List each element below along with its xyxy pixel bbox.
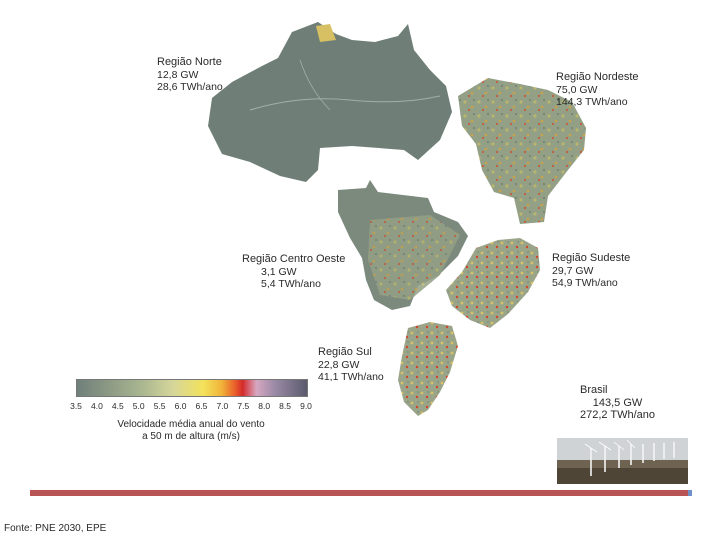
- legend-tick-label: 6.0: [174, 401, 187, 411]
- region-south-shape: [398, 322, 458, 416]
- footer-divider-cap: [688, 490, 692, 496]
- region-capacity: 22,8 GW: [318, 358, 360, 371]
- region-energy: 144,3 TWh/ano: [556, 96, 628, 108]
- footer-divider: [30, 490, 692, 496]
- wind-farm-photo: [557, 438, 688, 484]
- legend-tick-label: 9.0: [300, 401, 312, 411]
- region-energy: 28,6 TWh/ano: [157, 81, 223, 93]
- legend-caption-line1: Velocidade média anual do vento: [117, 419, 265, 430]
- label-sul: Região Sul 22,8 GW 41,1 TWh/ano: [318, 346, 384, 384]
- region-energy: 5,4 TWh/ano: [261, 278, 321, 290]
- region-capacity: 75,0 GW: [556, 83, 598, 96]
- legend-tick-label: 7.5: [237, 401, 250, 411]
- total-name: Brasil: [580, 384, 608, 396]
- label-norte: Região Norte 12,8 GW 28,6 TWh/ano: [157, 56, 223, 94]
- legend-tick-label: 8.0: [258, 401, 271, 411]
- region-north-shape: [208, 22, 452, 182]
- region-name: Região Centro Oeste: [242, 253, 346, 265]
- legend-tick-label: 4.5: [111, 401, 124, 411]
- legend-tick-label: 8.5: [279, 401, 291, 411]
- source-caption: Fonte: PNE 2030, EPE: [4, 523, 107, 534]
- total-energy: 272,2 TWh/ano: [580, 409, 656, 421]
- legend-ticks: 3.5 4.0 4.5 5.0 5.5 6.0 6.5 7.0 7.5 8.0 8.5 9.0: [66, 401, 316, 415]
- total-capacity: 143,5 GW: [592, 396, 643, 409]
- legend-tick-label: 6.5: [195, 401, 208, 411]
- legend-tick-label: 7.0: [216, 401, 229, 411]
- legend-tick-label: 4.0: [90, 401, 103, 411]
- region-capacity: 12,8 GW: [157, 68, 199, 81]
- region-name: Região Norte: [157, 56, 222, 68]
- color-scale-bar: [76, 379, 308, 397]
- legend-tick-label: 3.5: [70, 401, 82, 411]
- region-name: Região Sudeste: [552, 252, 631, 264]
- label-nordeste: Região Nordeste 75,0 GW 144,3 TWh/ano: [556, 71, 639, 109]
- legend-caption: Velocidade média anual do vento a 50 m d…: [76, 419, 306, 443]
- region-capacity: 29,7 GW: [552, 264, 594, 277]
- region-name: Região Nordeste: [556, 71, 639, 83]
- region-energy: 41,1 TWh/ano: [318, 371, 384, 383]
- label-sudeste: Região Sudeste 29,7 GW 54,9 TWh/ano: [552, 252, 630, 290]
- label-brasil: Brasil 143,5 GW 272,2 TWh/ano: [580, 384, 655, 422]
- region-name: Região Sul: [318, 346, 372, 358]
- region-capacity: 3,1 GW: [261, 265, 297, 278]
- region-southeast-shape: [446, 238, 540, 328]
- region-northeast-shape: [458, 78, 586, 224]
- legend-tick-label: 5.5: [153, 401, 166, 411]
- wind-speed-legend: 3.5 4.0 4.5 5.0 5.5 6.0 6.5 7.0 7.5 8.0 8.5 9.0 Vel…: [66, 379, 316, 443]
- legend-caption-line2: a 50 m de altura (m/s): [142, 431, 240, 442]
- legend-tick-label: 5.0: [132, 401, 145, 411]
- label-centro-oeste: Região Centro Oeste 3,1 GW 5,4 TWh/ano: [242, 253, 345, 291]
- region-energy: 54,9 TWh/ano: [552, 277, 618, 289]
